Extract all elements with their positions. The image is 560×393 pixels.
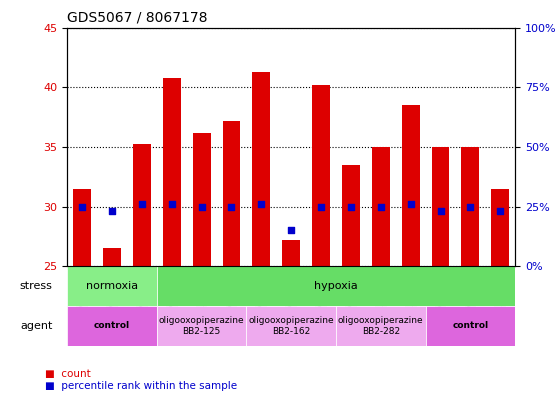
Bar xyxy=(372,147,390,266)
FancyBboxPatch shape xyxy=(67,266,157,306)
Bar xyxy=(103,248,121,266)
Text: ■  count: ■ count xyxy=(45,369,91,379)
Text: agent: agent xyxy=(20,321,52,331)
Text: hypoxia: hypoxia xyxy=(314,281,358,291)
FancyBboxPatch shape xyxy=(67,306,157,346)
Point xyxy=(137,201,146,208)
Point xyxy=(227,204,236,210)
FancyBboxPatch shape xyxy=(246,306,336,346)
Point xyxy=(406,201,415,208)
Bar xyxy=(491,189,509,266)
Point xyxy=(257,201,266,208)
Point xyxy=(466,204,475,210)
FancyBboxPatch shape xyxy=(336,306,426,346)
Point xyxy=(197,204,206,210)
Point xyxy=(496,208,505,215)
Bar xyxy=(163,78,181,266)
Point xyxy=(316,204,325,210)
Bar xyxy=(402,105,419,266)
Point xyxy=(436,208,445,215)
Text: GDS5067 / 8067178: GDS5067 / 8067178 xyxy=(67,11,208,25)
Bar xyxy=(222,121,240,266)
Bar xyxy=(342,165,360,266)
Bar xyxy=(193,132,211,266)
FancyBboxPatch shape xyxy=(426,306,515,346)
Text: control: control xyxy=(94,321,130,331)
Bar xyxy=(461,147,479,266)
Text: oligooxopiperazine
BB2-162: oligooxopiperazine BB2-162 xyxy=(249,316,334,336)
Point xyxy=(376,204,385,210)
Bar xyxy=(73,189,91,266)
Bar xyxy=(253,72,270,266)
FancyBboxPatch shape xyxy=(157,266,515,306)
Text: ■  percentile rank within the sample: ■ percentile rank within the sample xyxy=(45,381,237,391)
Point xyxy=(108,208,116,215)
Point xyxy=(167,201,176,208)
Text: stress: stress xyxy=(20,281,52,291)
Point xyxy=(78,204,87,210)
Bar xyxy=(312,85,330,266)
Bar xyxy=(282,240,300,266)
Text: oligooxopiperazine
BB2-125: oligooxopiperazine BB2-125 xyxy=(159,316,244,336)
Text: control: control xyxy=(452,321,488,331)
FancyBboxPatch shape xyxy=(157,306,246,346)
Text: normoxia: normoxia xyxy=(86,281,138,291)
Point xyxy=(287,227,296,233)
Bar xyxy=(432,147,450,266)
Point xyxy=(347,204,356,210)
Bar xyxy=(133,145,151,266)
Text: oligooxopiperazine
BB2-282: oligooxopiperazine BB2-282 xyxy=(338,316,423,336)
